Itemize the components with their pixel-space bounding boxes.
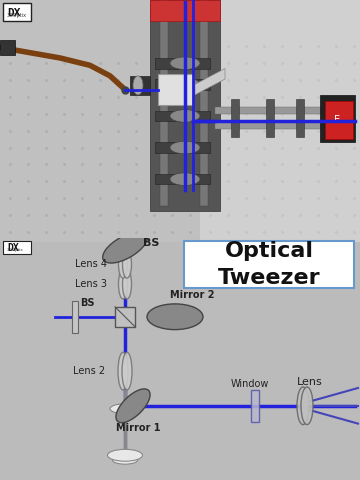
- Ellipse shape: [170, 141, 200, 154]
- Ellipse shape: [122, 352, 132, 390]
- Ellipse shape: [108, 449, 143, 461]
- Ellipse shape: [301, 387, 313, 425]
- Ellipse shape: [118, 251, 127, 278]
- Ellipse shape: [170, 78, 200, 91]
- Bar: [215, 122, 325, 129]
- Text: Lens 2: Lens 2: [73, 366, 105, 376]
- Bar: [160, 0, 168, 205]
- Ellipse shape: [116, 389, 150, 423]
- Ellipse shape: [103, 232, 147, 263]
- Bar: [150, 0, 220, 211]
- FancyBboxPatch shape: [184, 240, 354, 288]
- Ellipse shape: [147, 304, 203, 330]
- Ellipse shape: [112, 456, 138, 464]
- Bar: [296, 99, 304, 137]
- Bar: [155, 79, 210, 90]
- Bar: [155, 111, 210, 121]
- FancyBboxPatch shape: [3, 3, 31, 21]
- Text: E: E: [334, 115, 340, 125]
- Bar: [231, 99, 239, 137]
- Text: Window: Window: [231, 379, 269, 389]
- Text: DX: DX: [7, 9, 21, 18]
- Text: Mirror 1: Mirror 1: [116, 422, 160, 432]
- Ellipse shape: [170, 173, 200, 185]
- Polygon shape: [200, 0, 360, 242]
- Ellipse shape: [122, 269, 131, 299]
- Polygon shape: [195, 69, 225, 95]
- Ellipse shape: [170, 57, 200, 70]
- Text: Lens 4: Lens 4: [75, 259, 107, 269]
- Text: Lens: Lens: [297, 377, 323, 387]
- Bar: [155, 142, 210, 153]
- Ellipse shape: [118, 352, 128, 390]
- Ellipse shape: [297, 387, 309, 425]
- Text: BS: BS: [80, 298, 94, 308]
- Ellipse shape: [170, 109, 200, 122]
- Bar: [325, 101, 353, 139]
- Bar: [200, 0, 208, 205]
- Bar: [266, 99, 274, 137]
- FancyBboxPatch shape: [3, 240, 31, 254]
- Bar: [251, 390, 259, 421]
- Text: Optical
Tweezer: Optical Tweezer: [218, 241, 320, 288]
- Bar: [320, 95, 355, 142]
- Bar: [130, 76, 150, 95]
- Ellipse shape: [112, 405, 138, 413]
- Bar: [150, 0, 220, 21]
- Bar: [158, 74, 193, 106]
- Bar: [215, 108, 325, 114]
- Bar: [115, 307, 135, 327]
- Text: Mirror 2: Mirror 2: [170, 290, 215, 300]
- Text: BS: BS: [143, 238, 159, 248]
- Text: DX: DX: [7, 242, 19, 252]
- Bar: [0, 40, 15, 55]
- Bar: [155, 174, 210, 184]
- Bar: [72, 301, 78, 333]
- Ellipse shape: [122, 251, 131, 278]
- Ellipse shape: [133, 76, 143, 95]
- Text: 3DOptix: 3DOptix: [7, 13, 27, 18]
- Bar: [155, 58, 210, 69]
- Polygon shape: [0, 0, 200, 242]
- Ellipse shape: [118, 269, 127, 299]
- Text: 3DOptix: 3DOptix: [7, 249, 24, 252]
- Ellipse shape: [110, 404, 140, 414]
- Text: Lens 3: Lens 3: [75, 279, 107, 289]
